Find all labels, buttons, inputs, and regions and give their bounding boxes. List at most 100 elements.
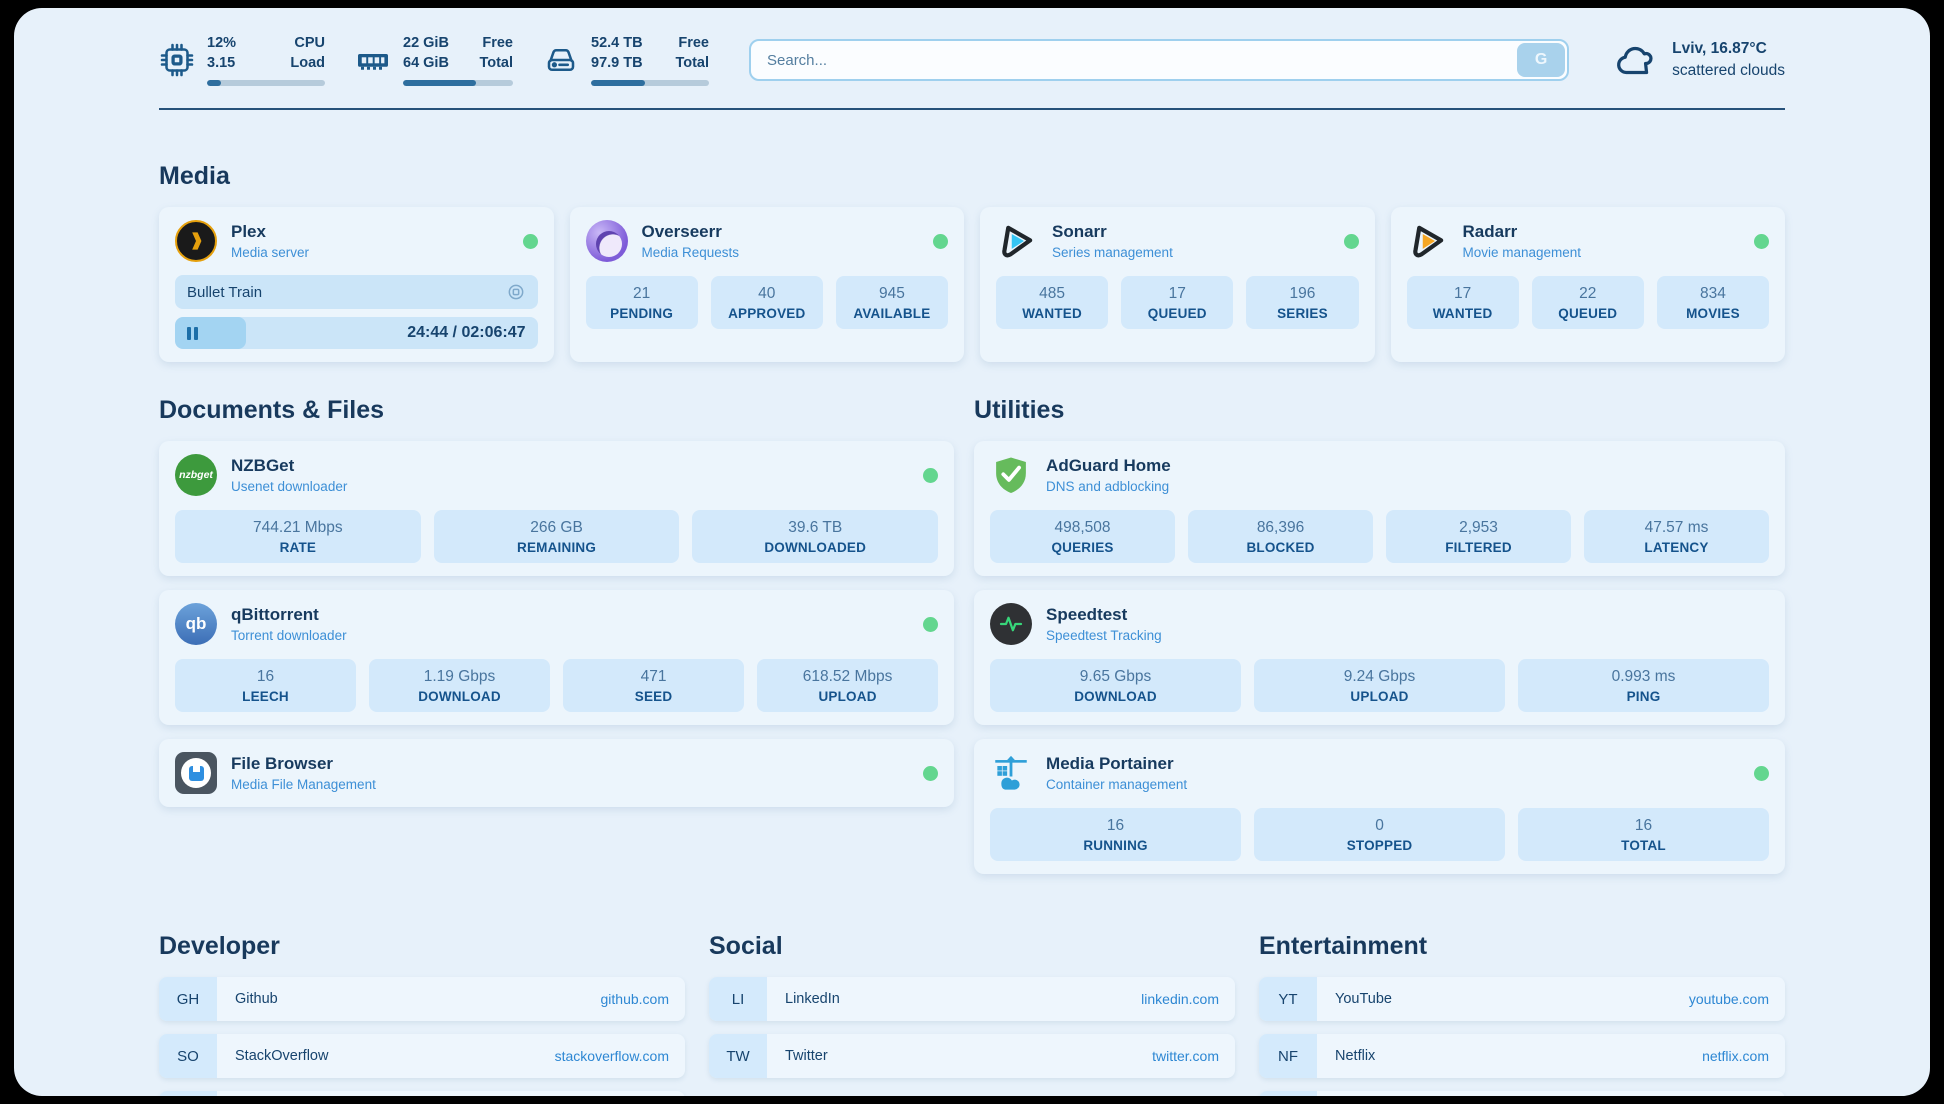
stat-wanted: 485 WANTED <box>996 276 1109 330</box>
app-card-qbittorrent[interactable]: qb qBittorrent Torrent downloader 16 <box>159 590 955 726</box>
app-subtitle: Media Requests <box>641 245 740 261</box>
section-title-documents: Documents & Files <box>159 396 385 425</box>
now-playing-title: Bullet Train <box>187 283 263 301</box>
link-dev[interactable]: DT DEV dev.to <box>159 1091 685 1096</box>
entertainment-section: Entertainment YT YouTube youtube.com NF … <box>1259 932 1785 1096</box>
stat-remaining: 266 GB REMAINING <box>433 510 680 564</box>
app-title: qBittorrent <box>231 605 319 625</box>
search-bar: G <box>749 39 1570 82</box>
app-card-portainer[interactable]: Media Portainer Container management 16 … <box>974 739 1785 875</box>
app-card-nzbget[interactable]: nzbget NZBGet Usenet downloader 744.21 M… <box>159 441 955 577</box>
stat-rate: 744.21 Mbps RATE <box>175 510 421 564</box>
stat-queries: 498,508 QUERIES <box>990 510 1176 564</box>
app-title: File Browser <box>231 754 334 774</box>
link-netflix[interactable]: NF Netflix netflix.com <box>1259 1034 1785 1079</box>
filebrowser-icon <box>175 752 217 795</box>
app-title: Radarr <box>1462 222 1518 242</box>
status-dot-online <box>1754 233 1769 249</box>
stat-leech: 16 LEECH <box>175 659 357 713</box>
link-reddit[interactable]: RE Reddit reddit.com <box>1259 1091 1785 1096</box>
utilities-column: Utilities AdGuard Home <box>974 396 1785 875</box>
sonarr-icon <box>996 220 1038 262</box>
stat-download: 9.65 Gbps DOWNLOAD <box>990 659 1242 713</box>
link-badge: YT <box>1259 977 1317 1022</box>
app-title: Media Portainer <box>1046 754 1174 774</box>
disk-widget: 52.4 TB 97.9 TB Free Total <box>543 34 709 87</box>
link-badge: RE <box>1259 1091 1317 1096</box>
app-subtitle: Movie management <box>1462 245 1582 261</box>
stat-movies: 834 MOVIES <box>1656 276 1770 330</box>
plex-icon <box>175 220 217 263</box>
app-card-filebrowser[interactable]: File Browser Media File Management <box>159 739 955 808</box>
weather-widget: Lviv, 16.87°C scattered clouds <box>1613 37 1785 83</box>
app-card-speedtest[interactable]: Speedtest Speedtest Tracking 9.65 Gbps D… <box>974 590 1785 726</box>
app-subtitle: Container management <box>1046 777 1188 793</box>
playback-progress-bar[interactable]: 24:44 / 02:06:47 <box>175 317 538 350</box>
app-title: Plex <box>231 222 266 242</box>
link-github[interactable]: GH Github github.com <box>159 977 685 1022</box>
qbittorrent-icon: qb <box>175 603 217 646</box>
radarr-icon <box>1407 220 1449 262</box>
app-card-overseerr[interactable]: Overseerr Media Requests 21 PENDING 40 A… <box>569 207 964 363</box>
adguard-icon <box>990 454 1032 496</box>
stat-latency: 47.57 ms LATENCY <box>1584 510 1769 564</box>
status-dot-online <box>923 765 939 781</box>
dashboard-page: 12% 3.15 CPU Load <box>14 8 1930 1096</box>
stat-upload: 618.52 Mbps UPLOAD <box>757 659 939 713</box>
link-badge: TW <box>709 1034 767 1079</box>
stat-approved: 40 APPROVED <box>710 276 823 330</box>
stat-queued: 17 QUEUED <box>1121 276 1234 330</box>
section-title-media: Media <box>159 162 230 191</box>
app-subtitle: Torrent downloader <box>231 628 347 644</box>
section-title-utilities: Utilities <box>974 396 1065 425</box>
app-subtitle: Series management <box>1052 245 1173 261</box>
disk-labels: Free Total <box>675 35 709 71</box>
link-badge: DT <box>159 1091 217 1096</box>
portainer-icon <box>990 752 1032 794</box>
app-title: Sonarr <box>1052 222 1107 242</box>
status-dot-online <box>933 233 948 249</box>
link-badge: NF <box>1259 1034 1317 1079</box>
stat-queued: 22 QUEUED <box>1531 276 1644 330</box>
app-title: Overseerr <box>641 222 722 242</box>
now-playing-session-icon[interactable] <box>506 282 526 302</box>
stat-pending: 21 PENDING <box>585 276 698 330</box>
app-card-adguard[interactable]: AdGuard Home DNS and adblocking 498,508 … <box>974 441 1785 577</box>
app-title: Speedtest <box>1046 605 1128 625</box>
link-stackoverflow[interactable]: SO StackOverflow stackoverflow.com <box>159 1034 685 1079</box>
search-engine-button[interactable]: G <box>1517 43 1566 78</box>
status-dot-online <box>522 233 538 249</box>
ram-progress-bar <box>403 80 513 87</box>
link-twitter[interactable]: TW Twitter twitter.com <box>709 1034 1235 1079</box>
pause-icon[interactable] <box>187 326 198 340</box>
stat-blocked: 86,396 BLOCKED <box>1188 510 1374 564</box>
stat-download: 1.19 Gbps DOWNLOAD <box>369 659 551 713</box>
app-subtitle: Media server <box>231 245 310 261</box>
app-card-sonarr[interactable]: Sonarr Series management 485 WANTED 17 Q… <box>980 207 1375 363</box>
stat-upload: 9.24 Gbps UPLOAD <box>1254 659 1506 713</box>
header-bar: 12% 3.15 CPU Load <box>159 8 1785 87</box>
link-badge: SO <box>159 1034 217 1079</box>
app-subtitle: Media File Management <box>231 777 376 793</box>
app-card-plex[interactable]: Plex Media server Bullet Train <box>159 207 554 363</box>
developer-section: Developer GH Github github.com SO StackO… <box>159 932 685 1096</box>
now-playing-row: Bullet Train <box>175 275 538 310</box>
speedtest-icon <box>990 603 1033 646</box>
playback-time: 24:44 / 02:06:47 <box>407 324 526 342</box>
social-section: Social LI LinkedIn linkedin.com TW Twitt… <box>709 932 1235 1096</box>
cpu-labels: CPU Load <box>290 35 325 71</box>
stat-stopped: 0 STOPPED <box>1254 808 1506 862</box>
status-dot-online <box>1343 233 1359 249</box>
header-divider <box>159 108 1785 111</box>
status-dot-online <box>923 616 939 632</box>
app-card-radarr[interactable]: Radarr Movie management 17 WANTED 22 QUE… <box>1390 207 1785 363</box>
link-youtube[interactable]: YT YouTube youtube.com <box>1259 977 1785 1022</box>
cpu-chip-icon <box>159 42 195 78</box>
search-input[interactable] <box>749 39 1570 82</box>
weather-location-temp: Lviv, 16.87°C <box>1672 40 1767 58</box>
stat-wanted: 17 WANTED <box>1406 276 1519 330</box>
stat-seed: 471 SEED <box>563 659 745 713</box>
link-linkedin[interactable]: LI LinkedIn linkedin.com <box>709 977 1235 1022</box>
app-subtitle: DNS and adblocking <box>1046 479 1170 495</box>
disk-values: 52.4 TB 97.9 TB <box>591 35 643 71</box>
